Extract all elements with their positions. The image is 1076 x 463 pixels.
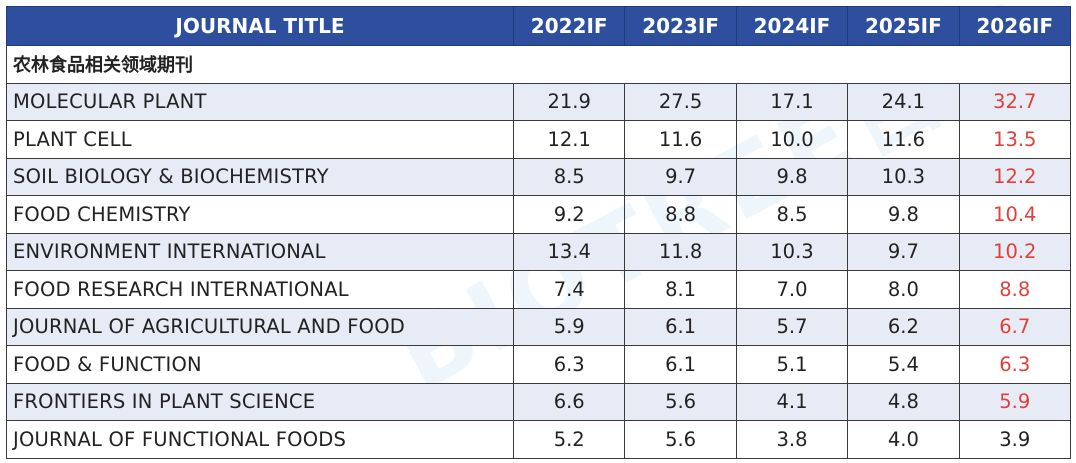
- journal-name-cell: FOOD & FUNCTION: [6, 345, 514, 384]
- if-cell-2022if: 7.4: [512, 270, 626, 309]
- table-row: FOOD RESEARCH INTERNATIONAL 7.4 8.1 7.0 8.0 8…: [6, 270, 1071, 309]
- header-journal-title: JOURNAL TITLE: [6, 6, 514, 46]
- if-cell-2026if: 10.4: [958, 195, 1071, 234]
- if-cell-2024if: 7.0: [735, 270, 849, 309]
- if-cell-2024if: 3.8: [735, 420, 849, 459]
- if-cell-2025if: 9.7: [847, 232, 960, 271]
- if-cell-2025if: 24.1: [847, 82, 960, 121]
- if-cell-2025if: 4.0: [847, 420, 960, 459]
- if-cell-2022if: 5.2: [512, 420, 626, 459]
- if-cell-2024if: 5.1: [735, 345, 849, 384]
- table-row: FOOD & FUNCTION 6.3 6.1 5.1 5.4 6.3: [6, 345, 1071, 384]
- if-cell-2025if: 11.6: [847, 120, 960, 159]
- table-row: SOIL BIOLOGY & BIOCHEMISTRY 8.5 9.7 9.8 10.3…: [6, 157, 1071, 196]
- if-cell-2026if: 32.7: [958, 82, 1071, 121]
- if-cell-2024if: 10.0: [735, 120, 849, 159]
- journal-name-cell: PLANT CELL: [6, 120, 514, 159]
- if-cell-2026if: 13.5: [958, 120, 1071, 159]
- if-cell-2023if: 6.1: [624, 345, 737, 384]
- section-label: 农林食品相关领域期刊: [6, 45, 1071, 84]
- if-cell-2023if: 5.6: [624, 420, 737, 459]
- if-cell-2025if: 8.0: [847, 270, 960, 309]
- journal-name-cell: ENVIRONMENT INTERNATIONAL: [6, 232, 514, 271]
- table-row: FOOD CHEMISTRY 9.2 8.8 8.5 9.8 10.4: [6, 195, 1071, 234]
- if-cell-2026if: 8.8: [958, 270, 1071, 309]
- if-cell-2023if: 5.6: [624, 382, 737, 421]
- if-cell-2022if: 13.4: [512, 232, 626, 271]
- if-cell-2024if: 5.7: [735, 307, 849, 346]
- if-cell-2025if: 10.3: [847, 157, 960, 196]
- table-row: ENVIRONMENT INTERNATIONAL 13.4 11.8 10.3 9.7…: [6, 232, 1071, 271]
- table-row: MOLECULAR PLANT 21.9 27.5 17.1 24.1 32.7: [6, 82, 1071, 121]
- journal-name-cell: JOURNAL OF AGRICULTURAL AND FOOD: [6, 307, 514, 346]
- header-row: JOURNAL TITLE 2022IF 2023IF 2024IF 2025I…: [6, 6, 1071, 46]
- if-cell-2024if: 4.1: [735, 382, 849, 421]
- if-cell-2023if: 11.6: [624, 120, 737, 159]
- if-cell-2025if: 6.2: [847, 307, 960, 346]
- section-row: 农林食品相关领域期刊: [6, 45, 1071, 84]
- if-cell-2023if: 8.1: [624, 270, 737, 309]
- if-cell-2022if: 6.3: [512, 345, 626, 384]
- journal-impact-factor-table: JOURNAL TITLE 2022IF 2023IF 2024IF 2025I…: [6, 6, 1071, 459]
- if-cell-2026if: 6.7: [958, 307, 1071, 346]
- if-cell-2026if: 6.3: [958, 345, 1071, 384]
- journal-name-cell: FOOD RESEARCH INTERNATIONAL: [6, 270, 514, 309]
- if-cell-2023if: 6.1: [624, 307, 737, 346]
- header-2025if: 2025IF: [847, 6, 960, 46]
- journal-name-cell: FOOD CHEMISTRY: [6, 195, 514, 234]
- table-row: FRONTIERS IN PLANT SCIENCE 6.6 5.6 4.1 4.8 5.…: [6, 382, 1071, 421]
- journal-name-cell: JOURNAL OF FUNCTIONAL FOODS: [6, 420, 514, 459]
- journal-name-cell: FRONTIERS IN PLANT SCIENCE: [6, 382, 514, 421]
- if-cell-2026if: 3.9: [958, 420, 1071, 459]
- if-cell-2023if: 8.8: [624, 195, 737, 234]
- table-row: PLANT CELL 12.1 11.6 10.0 11.6 13.5: [6, 120, 1071, 159]
- if-cell-2022if: 12.1: [512, 120, 626, 159]
- if-cell-2026if: 10.2: [958, 232, 1071, 271]
- if-cell-2025if: 9.8: [847, 195, 960, 234]
- if-cell-2023if: 27.5: [624, 82, 737, 121]
- header-2024if: 2024IF: [735, 6, 849, 46]
- journal-name-cell: MOLECULAR PLANT: [6, 82, 514, 121]
- if-cell-2022if: 5.9: [512, 307, 626, 346]
- if-cell-2023if: 11.8: [624, 232, 737, 271]
- header-2026if: 2026IF: [958, 6, 1071, 46]
- table-row: JOURNAL OF FUNCTIONAL FOODS 5.2 5.6 3.8 4.0 3…: [6, 420, 1071, 459]
- if-cell-2026if: 5.9: [958, 382, 1071, 421]
- if-cell-2022if: 6.6: [512, 382, 626, 421]
- if-cell-2022if: 9.2: [512, 195, 626, 234]
- if-cell-2024if: 10.3: [735, 232, 849, 271]
- if-cell-2024if: 17.1: [735, 82, 849, 121]
- if-cell-2023if: 9.7: [624, 157, 737, 196]
- if-cell-2025if: 5.4: [847, 345, 960, 384]
- if-cell-2024if: 9.8: [735, 157, 849, 196]
- table-row: JOURNAL OF AGRICULTURAL AND FOOD 5.9 6.1 5.…: [6, 307, 1071, 346]
- journal-name-cell: SOIL BIOLOGY & BIOCHEMISTRY: [6, 157, 514, 196]
- if-cell-2026if: 12.2: [958, 157, 1071, 196]
- if-cell-2022if: 21.9: [512, 82, 626, 121]
- if-cell-2022if: 8.5: [512, 157, 626, 196]
- if-cell-2024if: 8.5: [735, 195, 849, 234]
- header-2023if: 2023IF: [624, 6, 737, 46]
- header-2022if: 2022IF: [512, 6, 626, 46]
- if-cell-2025if: 4.8: [847, 382, 960, 421]
